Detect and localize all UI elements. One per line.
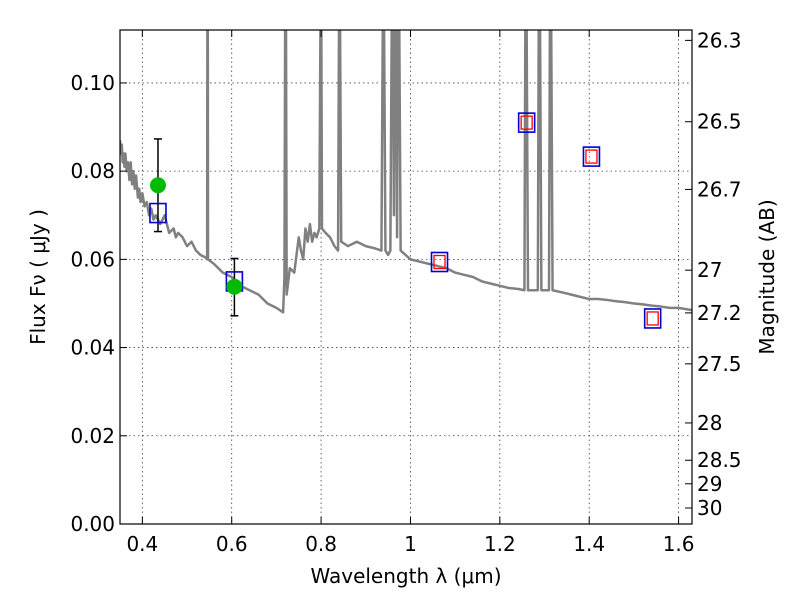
right-tick-label: 26.3: [697, 28, 742, 52]
y-tick-label: 0.08: [70, 159, 115, 183]
data-points-layer: [149, 112, 662, 329]
plot-frame: [119, 29, 693, 525]
synthetic-square-blue: [582, 146, 601, 167]
right-tick-label: 27.2: [697, 301, 742, 325]
synthetic-square-blue: [149, 202, 167, 224]
plot-background: [120, 30, 692, 524]
x-tick-label: 1: [404, 532, 417, 556]
x-tick-label: 0.6: [216, 532, 248, 556]
x-tick-label: 0.4: [126, 532, 158, 556]
y-tick-label: 0.10: [70, 71, 115, 95]
right-tick-label: 26.5: [697, 110, 742, 134]
synthetic-square-blue: [517, 112, 536, 133]
right-tick-label: 29: [697, 472, 722, 496]
right-tick-label: 30: [697, 496, 722, 520]
synthetic-square-red: [585, 149, 598, 164]
model-spectrum-layer: [120, 30, 692, 314]
y-tick-label: 0.02: [70, 424, 115, 448]
y-axis-title: Flux Fν ( μJy ): [26, 209, 50, 345]
right-tick-label: 28: [697, 411, 722, 435]
right-tick-label: 27: [697, 258, 722, 282]
x-tick-label: 1.2: [484, 532, 516, 556]
synthetic-square-red: [646, 311, 659, 326]
y-tick-label: 0.04: [70, 336, 115, 360]
observed-point: [226, 278, 243, 295]
synthetic-square-red: [433, 254, 446, 270]
y-tick-label: 0.00: [70, 512, 115, 536]
observed-point: [149, 177, 166, 194]
synthetic-square-blue: [643, 308, 662, 329]
right-axis-title: Magnitude (AB): [755, 199, 779, 354]
right-tick-label: 28.5: [697, 448, 742, 472]
x-tick-label: 0.8: [305, 532, 337, 556]
right-tick-label: 27.5: [697, 352, 742, 376]
x-tick-label: 1.6: [663, 532, 695, 556]
model-spectrum-line: [120, 30, 692, 314]
y-tick-label: 0.06: [70, 247, 115, 271]
x-axis-ticks: 0.4 0.6 0.8 1 1.2 1.4 1.6: [126, 30, 695, 556]
synthetic-square-red: [520, 115, 533, 130]
x-axis-title: Wavelength λ (μm): [310, 564, 501, 588]
y-axis-ticks: 0.00 0.02 0.04 0.06 0.08 0.10: [70, 71, 127, 536]
right-tick-label: 26.7: [697, 177, 742, 201]
synthetic-square-blue: [430, 251, 449, 273]
x-tick-label: 1.4: [573, 532, 605, 556]
